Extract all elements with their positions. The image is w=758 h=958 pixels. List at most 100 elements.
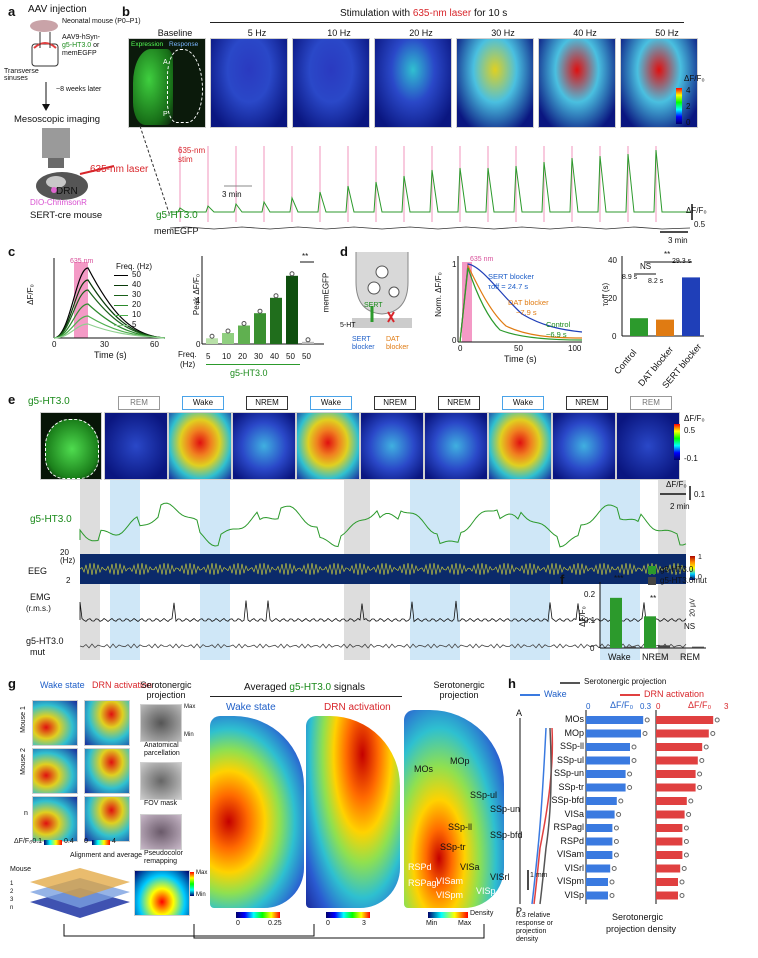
legend-entry-30: 30 bbox=[132, 290, 141, 299]
f-legend-mut-swatch bbox=[648, 577, 656, 585]
h-wake-bar-2 bbox=[586, 743, 630, 751]
h-region-2: SSp-ll bbox=[559, 741, 584, 751]
h-wake-bar-13 bbox=[586, 891, 608, 900]
h-wake-bar-9 bbox=[586, 837, 613, 846]
condition-label-1: 5 Hz bbox=[247, 28, 267, 38]
h-ser-2: projection density bbox=[606, 924, 677, 934]
g-region-7: VISa bbox=[460, 862, 480, 872]
c-bar-point-6 bbox=[305, 337, 311, 343]
condition-label-6: 50 Hz bbox=[655, 28, 679, 38]
h-drn-point-13 bbox=[679, 893, 685, 898]
h-drn-tick-0: 0 bbox=[656, 702, 661, 711]
d-bar-ytick-20: 20 bbox=[608, 294, 617, 303]
h-wake-point-8 bbox=[613, 825, 619, 831]
h-mm: 1 mm bbox=[530, 872, 548, 879]
h-wake-point-12 bbox=[609, 879, 615, 885]
g-align: Alignment and average bbox=[70, 852, 142, 859]
h-p: P bbox=[516, 906, 523, 916]
h-region-0: MOs bbox=[565, 714, 584, 724]
h-wake-point-0 bbox=[644, 717, 650, 723]
baseline-expression-image: Expression Response A P bbox=[128, 38, 206, 128]
d-nm-label: 635 nm bbox=[470, 256, 494, 263]
eeg-cb-1: 1 bbox=[698, 554, 702, 561]
h-wake-bar-3 bbox=[586, 756, 630, 765]
f-bar-g5-0 bbox=[610, 597, 622, 648]
h-wake-point-6 bbox=[618, 798, 624, 804]
c-bar-0 bbox=[206, 338, 218, 344]
h-wake-point-9 bbox=[613, 839, 619, 844]
d-ylabel: Norm. ΔF/F₀ bbox=[433, 272, 443, 317]
c-bar-ytick-0: 0 bbox=[196, 340, 201, 349]
g-density-cb bbox=[428, 912, 468, 918]
g-region-3: SSp-un bbox=[490, 804, 521, 814]
h-drn-bar-3 bbox=[656, 756, 698, 765]
h-drn-bar-12 bbox=[656, 878, 678, 886]
g-region-0: MOs bbox=[414, 764, 433, 774]
h-wake-tick-0: 0 bbox=[586, 702, 591, 711]
h-drn-bar-5 bbox=[656, 783, 696, 792]
h-drn-axis: ΔF/F₀ bbox=[688, 700, 712, 710]
d-bar-ns: NS bbox=[640, 262, 652, 271]
cb-e-tick-low: -0.1 bbox=[684, 454, 698, 463]
h-wake-bar-6 bbox=[586, 797, 617, 805]
c-xtick-30: 30 bbox=[100, 340, 109, 349]
h-region-11: VISrl bbox=[564, 862, 584, 873]
h-wake-point-2 bbox=[631, 744, 637, 750]
g-wake: Wake state bbox=[40, 680, 85, 690]
h-profile-lines bbox=[519, 718, 554, 905]
mesoscopic-label: Mesoscopic imaging bbox=[14, 114, 101, 125]
state-map-1 bbox=[168, 412, 232, 480]
g-region-9: VISam bbox=[436, 876, 464, 886]
legend-line-20 bbox=[114, 305, 128, 306]
g-region-1: MOp bbox=[450, 756, 470, 766]
h-wake-bar-11 bbox=[586, 864, 611, 873]
h-legend-drn: DRN activation bbox=[644, 689, 705, 699]
tau-dat-val: ~7.9 s bbox=[516, 308, 537, 317]
sinuses-label: Transverse sinuses bbox=[4, 68, 39, 82]
c-ylabel: ΔF/F₀ bbox=[25, 284, 35, 305]
h-legend-drn-line bbox=[620, 694, 640, 696]
condition-label-0: Baseline bbox=[157, 28, 193, 38]
mut-label-2: mut bbox=[30, 647, 46, 657]
state-map-2 bbox=[232, 412, 296, 480]
h-region-4: SSp-un bbox=[553, 768, 584, 778]
trace-mem-label: memEGFP bbox=[154, 226, 199, 236]
h-drn-point-7 bbox=[686, 812, 692, 817]
p-axis-label: P bbox=[163, 111, 168, 118]
state-label-5: NREM bbox=[438, 396, 480, 410]
c-bar-x-6: 50 bbox=[302, 352, 311, 361]
panel-label-f: f bbox=[560, 572, 565, 587]
g-proj-pseudo bbox=[134, 870, 190, 916]
c-xlabel: Time (s) bbox=[94, 350, 127, 360]
stim-map-4 bbox=[456, 38, 534, 128]
virus-mem: memEGFP bbox=[62, 50, 97, 57]
g-avg-drn: DRN activation bbox=[324, 702, 391, 713]
g-region-4: SSp-ll bbox=[448, 822, 473, 832]
g-drn: DRN activation bbox=[92, 680, 153, 690]
y-scale-b: ΔF/F₀ bbox=[686, 206, 707, 215]
g-region-11: RSPagl bbox=[408, 878, 439, 888]
e-expression-brain bbox=[45, 419, 99, 479]
chrimson-label: DIO-ChrimsonR bbox=[30, 198, 87, 207]
legend-title: Freq. (Hz) bbox=[116, 262, 152, 271]
legend-line-50 bbox=[114, 275, 128, 276]
h-wake-point-1 bbox=[642, 731, 648, 736]
d-xtick-0: 0 bbox=[458, 344, 463, 353]
h-drn-bar-11 bbox=[656, 864, 681, 873]
eeg-tick-2: 2 bbox=[66, 576, 71, 585]
tau-dat-label: DAT blocker bbox=[508, 298, 549, 307]
dat-blocker-label: DAT blocker bbox=[386, 336, 409, 351]
g-mouse-n: n bbox=[24, 810, 28, 817]
stim-map-2 bbox=[292, 38, 370, 128]
c-xtick-60: 60 bbox=[150, 340, 159, 349]
h-wake-point-11 bbox=[611, 866, 617, 871]
g-region-12: VISpm bbox=[436, 890, 464, 900]
h-drn-bar-6 bbox=[656, 797, 687, 805]
legend-entry-5: 5 bbox=[132, 320, 137, 329]
g-cb-tick-2: 0.4 bbox=[64, 838, 74, 845]
neonatal-note: Neonatal mouse (P0–P1) bbox=[62, 18, 141, 25]
legend-entry-40: 40 bbox=[132, 280, 141, 289]
g-drn-cb-0: 0 bbox=[326, 920, 330, 927]
h-drn-bar-1 bbox=[656, 729, 709, 738]
aav-injection-title: AAV injection bbox=[28, 4, 87, 15]
